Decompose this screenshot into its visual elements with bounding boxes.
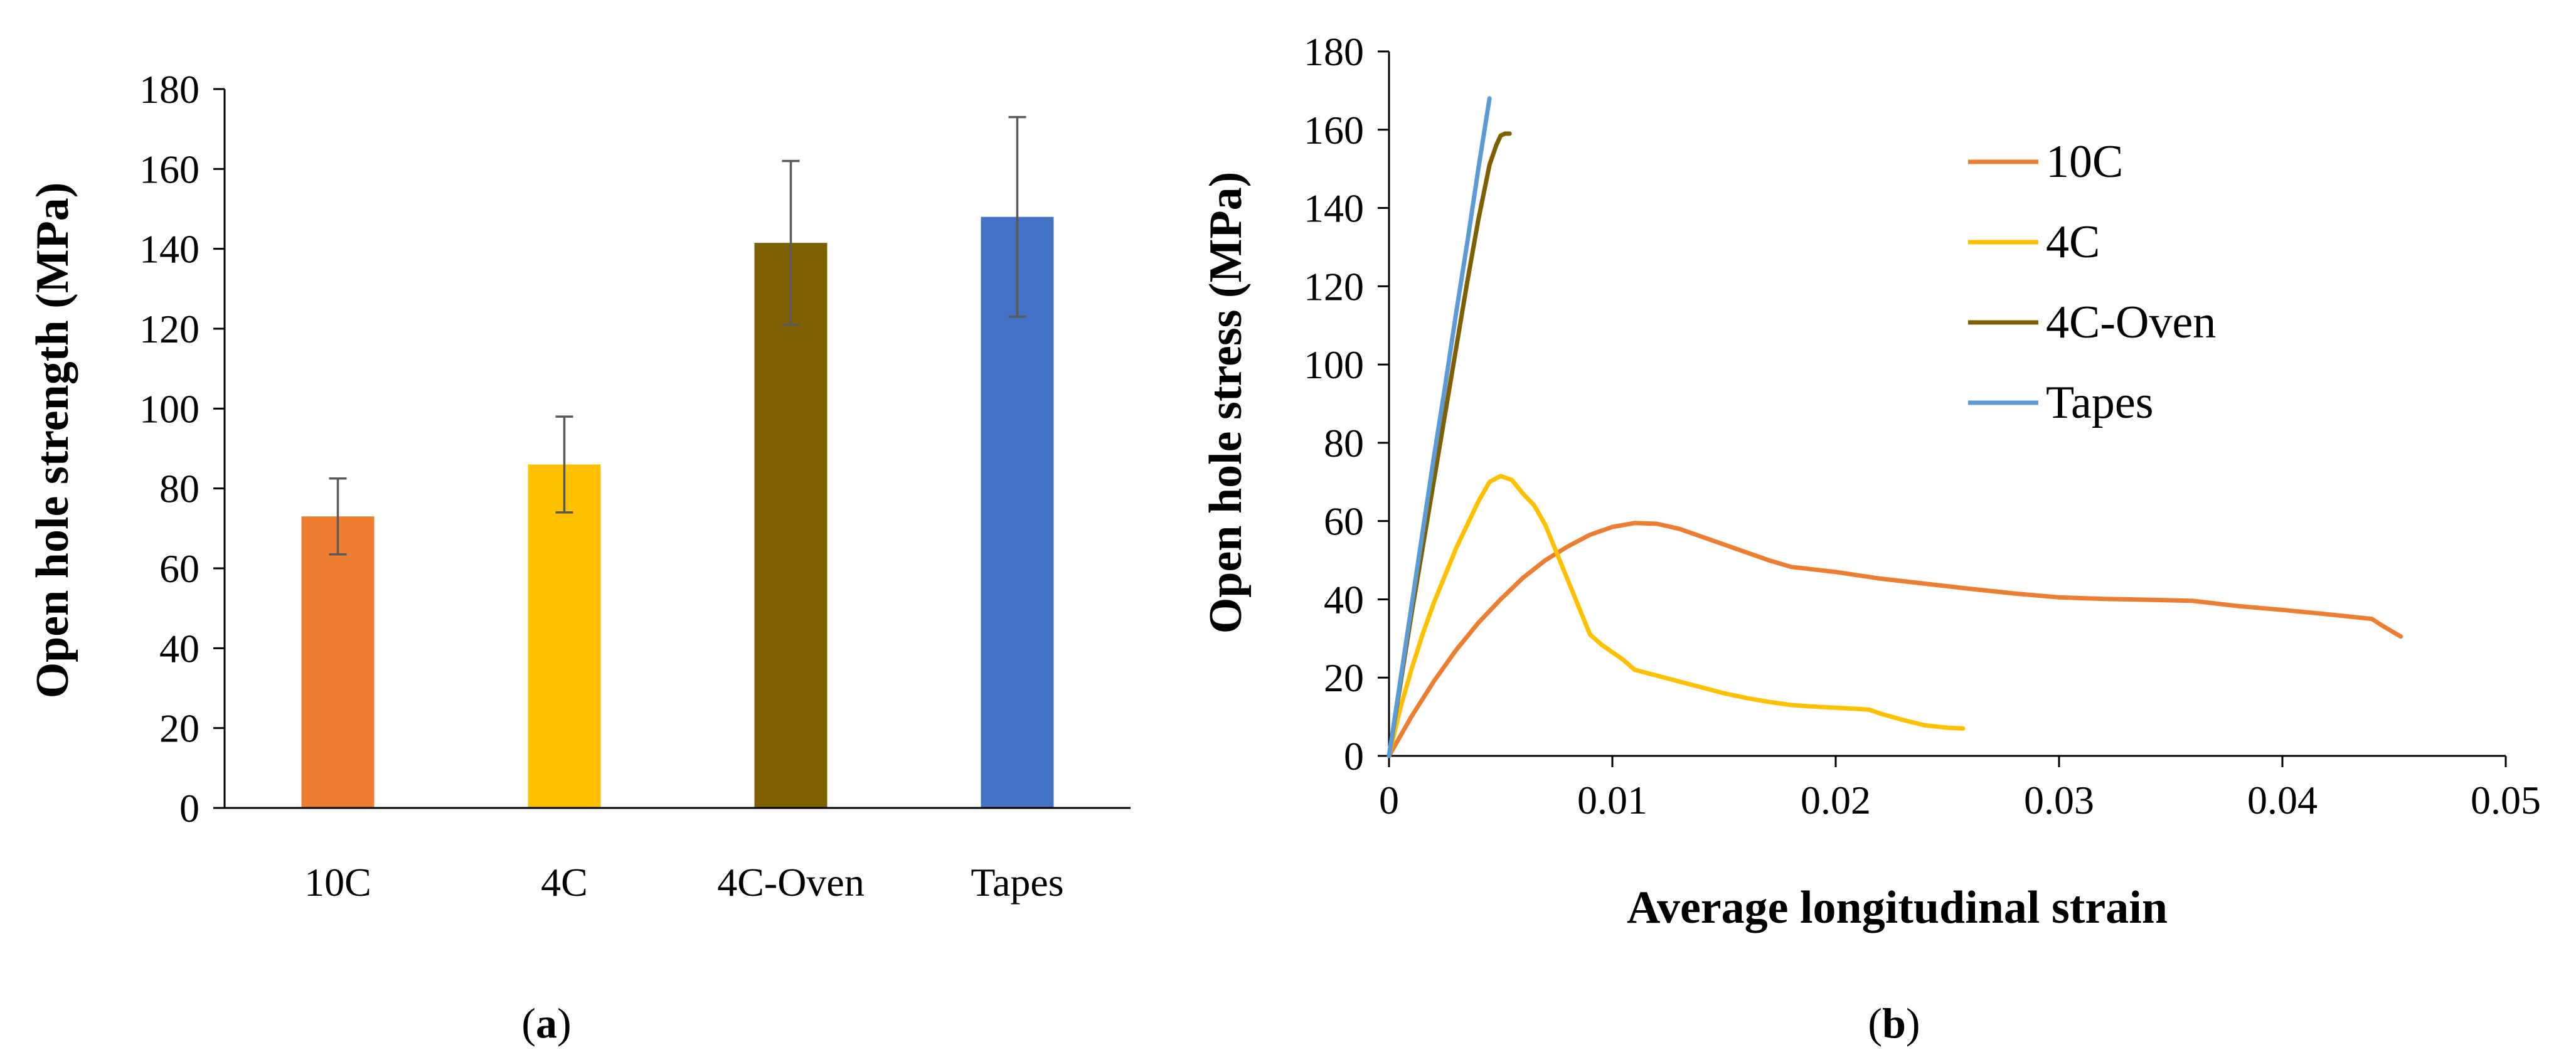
line-chart-x-tick-label: 0.04	[2247, 778, 2318, 822]
line-chart-x-tick-label: 0	[1379, 778, 1399, 822]
series-line-4c	[1386, 474, 1966, 758]
line-chart-y-tick-label: 180	[1304, 29, 1364, 74]
line-chart-x-tick-label: 0.01	[1577, 778, 1647, 822]
error-bar-group	[329, 115, 1026, 556]
bar-chart-y-tick-label: 80	[159, 467, 200, 511]
bar-chart-y-tick-label: 0	[179, 786, 200, 831]
legend: 10C 4C 4C-Oven Tapes	[1968, 136, 2216, 428]
bar-chart-y-ticks: 0 20 40 60 80 100 120 140 160 180	[139, 67, 225, 831]
line-chart-y-tick-label: 80	[1324, 421, 1364, 465]
line-chart-y-axis-title: Open hole stress (MPa)	[1200, 172, 1252, 634]
line-chart-open-hole-stress: 0 20 40 60 80 100 120 140 160 180 0 0.01 0.02 0.03 0.…	[1200, 29, 2541, 933]
line-chart-x-ticks: 0 0.01 0.02 0.03 0.04 0.05	[1379, 756, 2541, 822]
legend-item-4c-oven: 4C-Oven	[1968, 297, 2216, 348]
bar-chart-y-tick-label: 160	[139, 147, 200, 191]
series-line-10c	[1386, 521, 2403, 758]
panel-label-b: (b)	[1868, 999, 1920, 1047]
legend-item-tapes: Tapes	[1968, 377, 2154, 428]
bar-chart-y-tick-label: 180	[139, 67, 200, 112]
line-chart-y-tick-label: 120	[1304, 264, 1364, 309]
bar-chart-y-tick-label: 40	[159, 626, 200, 671]
line-chart-x-tick-label: 0.03	[2024, 778, 2094, 822]
bar-chart-x-tick-label-4c-oven: 4C-Oven	[717, 860, 865, 905]
error-bar-tapes	[1008, 115, 1026, 318]
panel-label-a-letter: a	[536, 999, 557, 1047]
line-chart-y-tick-label: 100	[1304, 342, 1364, 387]
line-chart-y-ticks: 0 20 40 60 80 100 120 140 160 180	[1304, 29, 1389, 778]
panel-label-a-open: (	[521, 999, 536, 1047]
line-chart-x-tick-label: 0.05	[2471, 778, 2541, 822]
bar-chart-x-ticks: 10C 4C 4C-Oven Tapes	[304, 860, 1064, 905]
line-chart-y-tick-label: 140	[1304, 186, 1364, 231]
line-chart-x-tick-label: 0.02	[1801, 778, 1871, 822]
panel-label-b-close: )	[1906, 999, 1920, 1047]
legend-label-4c: 4C	[2046, 216, 2100, 268]
bar-chart-y-tick-label: 20	[159, 706, 200, 751]
line-chart-y-tick-label: 20	[1324, 656, 1364, 700]
bar-series	[301, 216, 1054, 808]
panel-label-a-close: )	[557, 999, 572, 1047]
bar-chart-y-tick-label: 60	[159, 546, 200, 591]
bar-4c	[528, 464, 601, 808]
legend-label-10c: 10C	[2046, 136, 2123, 188]
bar-chart-x-tick-label-10c: 10C	[304, 860, 371, 905]
bar-4c-oven	[754, 243, 828, 808]
legend-item-4c: 4C	[1968, 216, 2100, 268]
legend-label-4c-oven: 4C-Oven	[2046, 297, 2216, 348]
bar-chart-x-tick-label-4c: 4C	[541, 860, 588, 905]
error-bar-10c	[329, 477, 347, 556]
legend-label-tapes: Tapes	[2046, 377, 2154, 428]
series-line-tapes	[1386, 96, 1492, 758]
line-chart-axes	[1388, 51, 2506, 757]
line-chart-y-tick-label: 0	[1344, 734, 1364, 778]
line-chart-y-tick-label: 40	[1324, 577, 1364, 622]
line-series-group	[1386, 96, 2403, 758]
line-chart-x-axis-title: Average longitudinal strain	[1627, 882, 2168, 933]
error-bar-4c-oven	[782, 159, 800, 326]
panel-label-a: (a)	[521, 999, 571, 1047]
line-chart-y-tick-label: 160	[1304, 108, 1364, 152]
bar-chart-x-tick-label-tapes: Tapes	[971, 860, 1063, 905]
legend-item-10c: 10C	[1968, 136, 2123, 188]
bar-chart-y-tick-label: 100	[139, 386, 200, 431]
bar-chart-y-tick-label: 120	[139, 307, 200, 351]
bar-10c	[301, 516, 375, 808]
error-bar-4c	[555, 415, 573, 514]
panel-label-b-letter: b	[1882, 999, 1906, 1047]
panel-label-b-open: (	[1868, 999, 1882, 1047]
line-chart-y-tick-label: 60	[1324, 499, 1364, 544]
bar-chart-axes	[223, 89, 1131, 809]
bar-chart-open-hole-strength: 0 20 40 60 80 100 120 140 160 180 10C 4C 4C-Oven Tap…	[27, 67, 1131, 905]
bar-chart-y-axis-title: Open hole strength (MPa)	[27, 183, 78, 699]
bar-chart-y-tick-label: 140	[139, 227, 200, 272]
